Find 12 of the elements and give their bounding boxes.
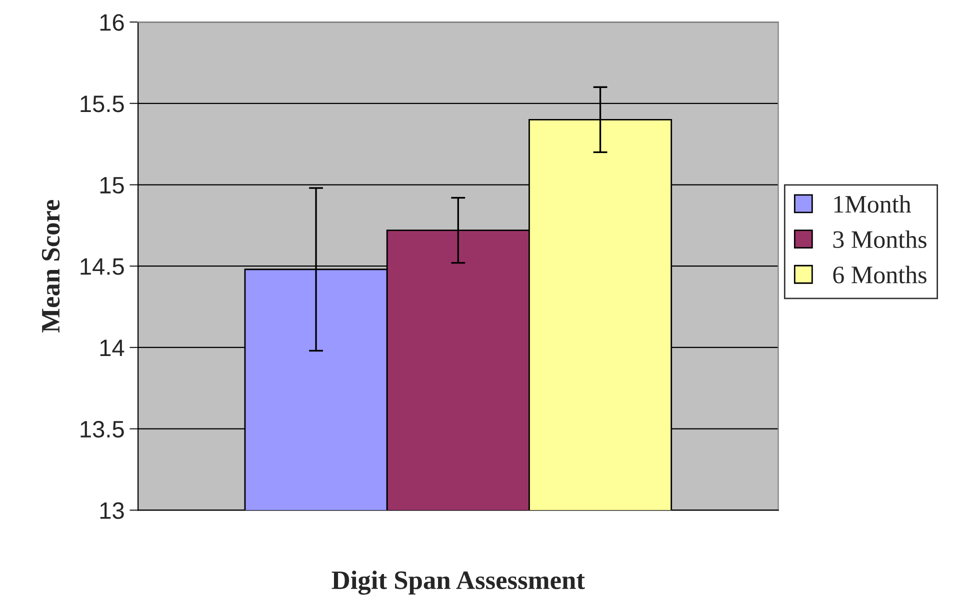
y-tick-label: 15 — [100, 177, 124, 194]
y-tick-label: 13.5 — [80, 420, 124, 438]
y-tick-label: 15.5 — [80, 96, 124, 112]
y-tick-label: 16 — [100, 14, 124, 31]
y-tick-label: 13 — [100, 502, 124, 519]
x-axis-title: Digit Span Assessment — [332, 570, 585, 595]
y-tick-label: 14.5 — [80, 258, 124, 275]
legend-label: 6 Months — [833, 266, 926, 284]
legend-label: 1Month — [834, 195, 912, 213]
y-axis-title: Mean Score — [42, 200, 60, 332]
legend-label: 3 Months — [833, 230, 926, 248]
y-tick-label: 14 — [100, 340, 124, 356]
